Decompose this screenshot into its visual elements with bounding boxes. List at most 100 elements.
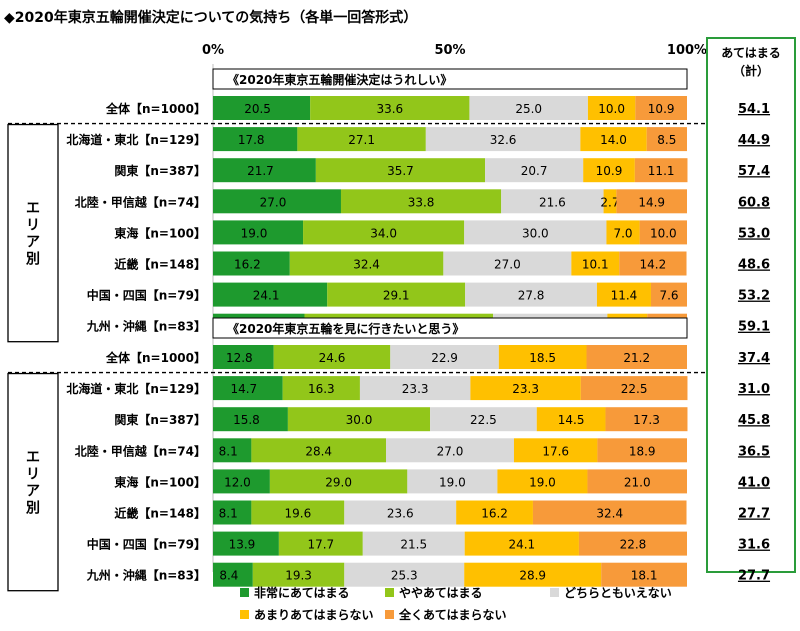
data-label: 19.0	[241, 226, 268, 240]
data-label: 12.8	[226, 351, 253, 365]
data-label: 17.3	[633, 413, 660, 427]
row-label: 東海【n=100】	[114, 225, 206, 240]
data-label: 25.3	[391, 569, 418, 583]
data-label: 13.9	[229, 538, 256, 552]
data-label: 24.1	[508, 538, 535, 552]
data-label: 23.6	[387, 507, 414, 521]
legend-swatch	[240, 588, 249, 597]
row-label: 関東【n=387】	[114, 163, 206, 178]
bar-segment	[213, 220, 304, 245]
data-label: 27.0	[437, 444, 464, 458]
data-label: 14.5	[558, 413, 585, 427]
bar-segment	[456, 500, 533, 525]
area-label-char: エ	[26, 201, 40, 217]
bar-segment	[213, 345, 274, 369]
legend-swatch	[240, 610, 249, 619]
bar-segment	[606, 220, 640, 245]
bar-segment	[213, 127, 298, 152]
data-label: 30.0	[346, 413, 373, 427]
axis-tick-label: 0%	[202, 43, 224, 58]
bar-segment	[497, 469, 588, 494]
data-label: 25.0	[515, 102, 542, 116]
total-value: 31.0	[738, 382, 770, 397]
axis-tick-label: 50%	[434, 43, 465, 58]
total-value: 60.8	[738, 195, 770, 210]
bar-segment	[213, 376, 283, 401]
data-label: 32.6	[490, 133, 517, 147]
bar-segment	[278, 531, 363, 556]
bar-segment	[619, 251, 687, 276]
totals-header-sub: （計）	[733, 63, 769, 78]
bar-segment	[340, 189, 502, 214]
bar-segment	[273, 345, 391, 369]
bar-segment	[359, 376, 471, 401]
data-label: 8.4	[219, 569, 238, 583]
bar-segment	[596, 282, 651, 307]
legend-label: あまりあてはまらない	[254, 608, 374, 622]
bar-segment	[310, 96, 470, 120]
data-label: 19.6	[284, 507, 311, 521]
area-label-char: リ	[26, 467, 40, 483]
data-label: 30.0	[522, 226, 549, 240]
data-label: 29.1	[383, 289, 410, 303]
data-label: 22.5	[470, 413, 497, 427]
bar-segment	[587, 96, 636, 120]
area-bracket	[7, 372, 59, 592]
data-label: 11.1	[648, 164, 675, 178]
bar-segment	[650, 282, 687, 307]
data-label: 33.6	[376, 102, 403, 116]
bar-segment	[464, 562, 602, 587]
data-label: 14.9	[638, 195, 665, 209]
bar-segment	[213, 438, 252, 463]
total-value: 57.4	[738, 164, 770, 179]
row-label: 東海【n=100】	[114, 474, 206, 489]
bar-segment	[251, 500, 345, 525]
bar-segment	[282, 376, 360, 401]
row-label: 中国・四国【n=79】	[87, 537, 206, 552]
data-label: 24.1	[253, 289, 280, 303]
bar-segment	[213, 158, 316, 183]
group-title: 《2020年東京五輪開催決定はうれしい》	[227, 72, 452, 87]
bar-segment	[386, 438, 514, 463]
total-value: 53.2	[738, 289, 770, 304]
data-label: 35.7	[387, 164, 414, 178]
bar-segment	[469, 96, 588, 120]
data-label: 12.0	[224, 475, 251, 489]
data-label: 23.3	[402, 382, 429, 396]
bar-segment	[213, 531, 279, 556]
data-label: 34.0	[370, 226, 397, 240]
data-label: 21.7	[247, 164, 274, 178]
bar-segment	[634, 158, 688, 183]
legend-swatch	[550, 588, 559, 597]
total-value: 27.7	[738, 507, 770, 522]
data-label: 27.0	[494, 258, 521, 272]
row-label: 北陸・甲信越【n=74】	[75, 443, 206, 458]
area-label-char: リ	[26, 218, 40, 234]
bar-segment	[601, 562, 687, 587]
total-value: 53.0	[738, 226, 770, 241]
row-label: 全体【n=1000】	[105, 350, 206, 365]
bar-segment	[213, 251, 290, 276]
data-label: 27.0	[260, 195, 287, 209]
bar-segment	[362, 531, 465, 556]
data-label: 19.0	[439, 475, 466, 489]
row-label: 九州・沖縄【n=83】	[86, 568, 206, 583]
data-label: 22.8	[620, 538, 647, 552]
legend-label: 全くあてはまらない	[398, 607, 507, 622]
total-value: 36.5	[738, 444, 770, 459]
row-label: 九州・沖縄【n=83】	[86, 319, 206, 334]
data-label: 20.7	[521, 164, 548, 178]
data-label: 18.1	[631, 569, 658, 583]
bar-segment	[465, 282, 597, 307]
data-label: 21.0	[624, 475, 651, 489]
bar-segment	[580, 127, 647, 152]
data-label: 14.2	[640, 258, 667, 272]
bar-segment	[485, 158, 584, 183]
bar-segment	[536, 407, 606, 432]
bar-segment	[583, 158, 635, 183]
bar-segment	[289, 251, 444, 276]
data-label: 33.8	[408, 195, 435, 209]
total-value: 27.7	[738, 569, 770, 584]
area-label-char: ア	[26, 235, 40, 251]
data-label: 21.2	[623, 351, 650, 365]
